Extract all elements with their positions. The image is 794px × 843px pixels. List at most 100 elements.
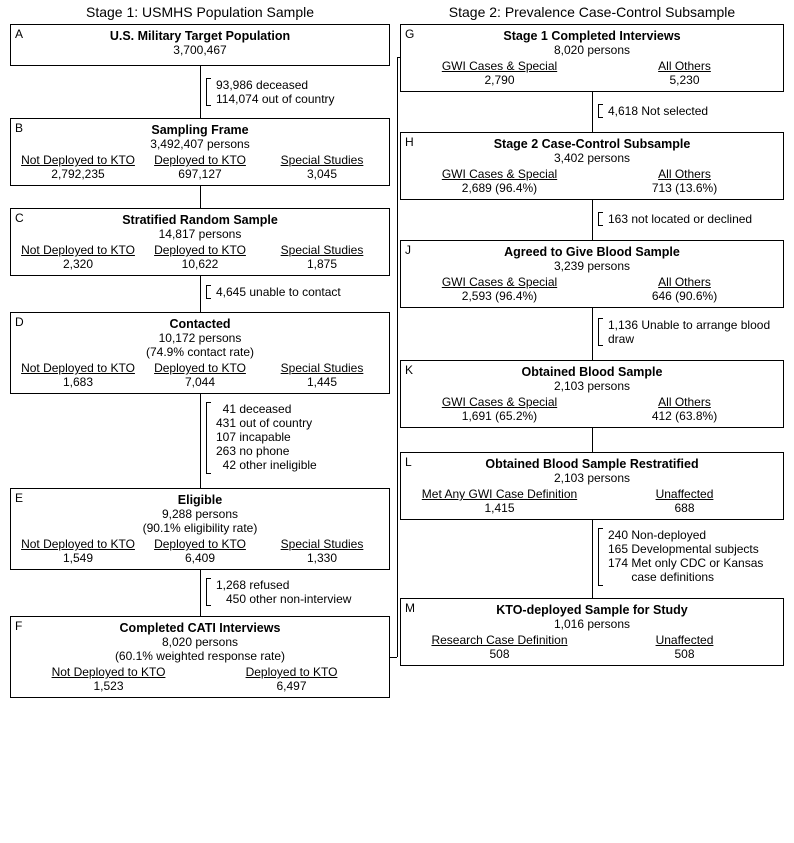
- bracket-H: [598, 212, 603, 226]
- C-c3h: Special Studies: [261, 243, 383, 257]
- A-sub: 3,700,467: [17, 43, 383, 57]
- J-sub: 3,239 persons: [407, 259, 777, 273]
- letter-E: E: [15, 491, 23, 505]
- letter-J: J: [405, 243, 411, 257]
- node-A: A U.S. Military Target Population 3,700,…: [10, 24, 390, 66]
- line-K-L: [592, 428, 593, 452]
- F-c2h: Deployed to KTO: [200, 665, 383, 679]
- line-J-K: [592, 308, 593, 360]
- A-title: U.S. Military Target Population: [17, 29, 383, 43]
- letter-D: D: [15, 315, 24, 329]
- D-c3h: Special Studies: [261, 361, 383, 375]
- D-sub: 10,172 persons: [17, 331, 383, 345]
- K-c2v: 412 (63.8%): [652, 409, 717, 423]
- L-title: Obtained Blood Sample Restratified: [407, 457, 777, 471]
- B-c3h: Special Studies: [261, 153, 383, 167]
- M-title: KTO-deployed Sample for Study: [407, 603, 777, 617]
- D-title: Contacted: [17, 317, 383, 331]
- letter-K: K: [405, 363, 413, 377]
- K-c1h: GWI Cases & Special: [407, 395, 592, 409]
- stage1-header: Stage 1: USMHS Population Sample: [10, 4, 390, 20]
- node-G: G Stage 1 Completed Interviews 8,020 per…: [400, 24, 784, 92]
- bracket-E: [206, 578, 211, 606]
- letter-L: L: [405, 455, 412, 469]
- L-c2v: 688: [674, 501, 694, 515]
- F-c1h: Not Deployed to KTO: [17, 665, 200, 679]
- line-D-E: [200, 394, 201, 488]
- E-title: Eligible: [17, 493, 383, 507]
- E-c3h: Special Studies: [261, 537, 383, 551]
- L-c1h: Met Any GWI Case Definition: [407, 487, 592, 501]
- B-c3v: 3,045: [307, 167, 337, 181]
- line-H-J: [592, 200, 593, 240]
- E-sub: 9,288 persons: [17, 507, 383, 521]
- C-c2h: Deployed to KTO: [139, 243, 261, 257]
- node-J: J Agreed to Give Blood Sample 3,239 pers…: [400, 240, 784, 308]
- H-c1h: GWI Cases & Special: [407, 167, 592, 181]
- line-C-D: [200, 276, 201, 312]
- H-c2v: 713 (13.6%): [652, 181, 717, 195]
- B-c1v: 2,792,235: [51, 167, 104, 181]
- C-sub: 14,817 persons: [17, 227, 383, 241]
- D-c2h: Deployed to KTO: [139, 361, 261, 375]
- node-H: H Stage 2 Case-Control Subsample 3,402 p…: [400, 132, 784, 200]
- D-c1h: Not Deployed to KTO: [17, 361, 139, 375]
- D-c1v: 1,683: [63, 375, 93, 389]
- node-C: C Stratified Random Sample 14,817 person…: [10, 208, 390, 276]
- line-G-H: [592, 92, 593, 132]
- K-title: Obtained Blood Sample: [407, 365, 777, 379]
- bracket-A: [206, 78, 211, 106]
- E-c2h: Deployed to KTO: [139, 537, 261, 551]
- C-c2v: 10,622: [182, 257, 219, 271]
- L-c1v: 1,415: [484, 501, 514, 515]
- C-c1h: Not Deployed to KTO: [17, 243, 139, 257]
- B-c2v: 697,127: [178, 167, 221, 181]
- E-c1v: 1,549: [63, 551, 93, 565]
- letter-C: C: [15, 211, 24, 225]
- B-c2h: Deployed to KTO: [139, 153, 261, 167]
- annot-H: 163 not located or declined: [608, 212, 752, 226]
- M-c2v: 508: [674, 647, 694, 661]
- letter-G: G: [405, 27, 414, 41]
- J-c1h: GWI Cases & Special: [407, 275, 592, 289]
- annot-D: 41 deceased 431 out of country 107 incap…: [216, 402, 317, 472]
- E-sub2: (90.1% eligibility rate): [17, 521, 383, 535]
- letter-M: M: [405, 601, 415, 615]
- G-c2h: All Others: [592, 59, 777, 73]
- H-c2h: All Others: [592, 167, 777, 181]
- node-K: K Obtained Blood Sample 2,103 persons GW…: [400, 360, 784, 428]
- line-L-M: [592, 520, 593, 598]
- J-c2v: 646 (90.6%): [652, 289, 717, 303]
- bracket-J: [598, 318, 603, 346]
- annot-L: 240 Non-deployed 165 Developmental subje…: [608, 528, 763, 584]
- L-sub: 2,103 persons: [407, 471, 777, 485]
- node-L: L Obtained Blood Sample Restratified 2,1…: [400, 452, 784, 520]
- node-E: E Eligible 9,288 persons (90.1% eligibil…: [10, 488, 390, 570]
- M-sub: 1,016 persons: [407, 617, 777, 631]
- H-title: Stage 2 Case-Control Subsample: [407, 137, 777, 151]
- line-A-B: [200, 66, 201, 118]
- B-c1h: Not Deployed to KTO: [17, 153, 139, 167]
- F-title: Completed CATI Interviews: [17, 621, 383, 635]
- E-c2v: 6,409: [185, 551, 215, 565]
- annot-E: 1,268 refused 450 other non-interview: [216, 578, 351, 606]
- G-title: Stage 1 Completed Interviews: [407, 29, 777, 43]
- line-F-out-h: [390, 657, 397, 658]
- D-sub2: (74.9% contact rate): [17, 345, 383, 359]
- M-c1h: Research Case Definition: [407, 633, 592, 647]
- K-sub: 2,103 persons: [407, 379, 777, 393]
- E-c3v: 1,330: [307, 551, 337, 565]
- annot-C: 4,645 unable to contact: [216, 285, 341, 299]
- H-sub: 3,402 persons: [407, 151, 777, 165]
- annot-G: 4,618 Not selected: [608, 104, 708, 118]
- G-c1h: GWI Cases & Special: [407, 59, 592, 73]
- M-c2h: Unaffected: [592, 633, 777, 647]
- B-sub: 3,492,407 persons: [17, 137, 383, 151]
- letter-F: F: [15, 619, 22, 633]
- C-title: Stratified Random Sample: [17, 213, 383, 227]
- stage2-header: Stage 2: Prevalence Case-Control Subsamp…: [400, 4, 784, 20]
- E-c1h: Not Deployed to KTO: [17, 537, 139, 551]
- bracket-C: [206, 285, 211, 299]
- bracket-G: [598, 104, 603, 118]
- C-c3v: 1,875: [307, 257, 337, 271]
